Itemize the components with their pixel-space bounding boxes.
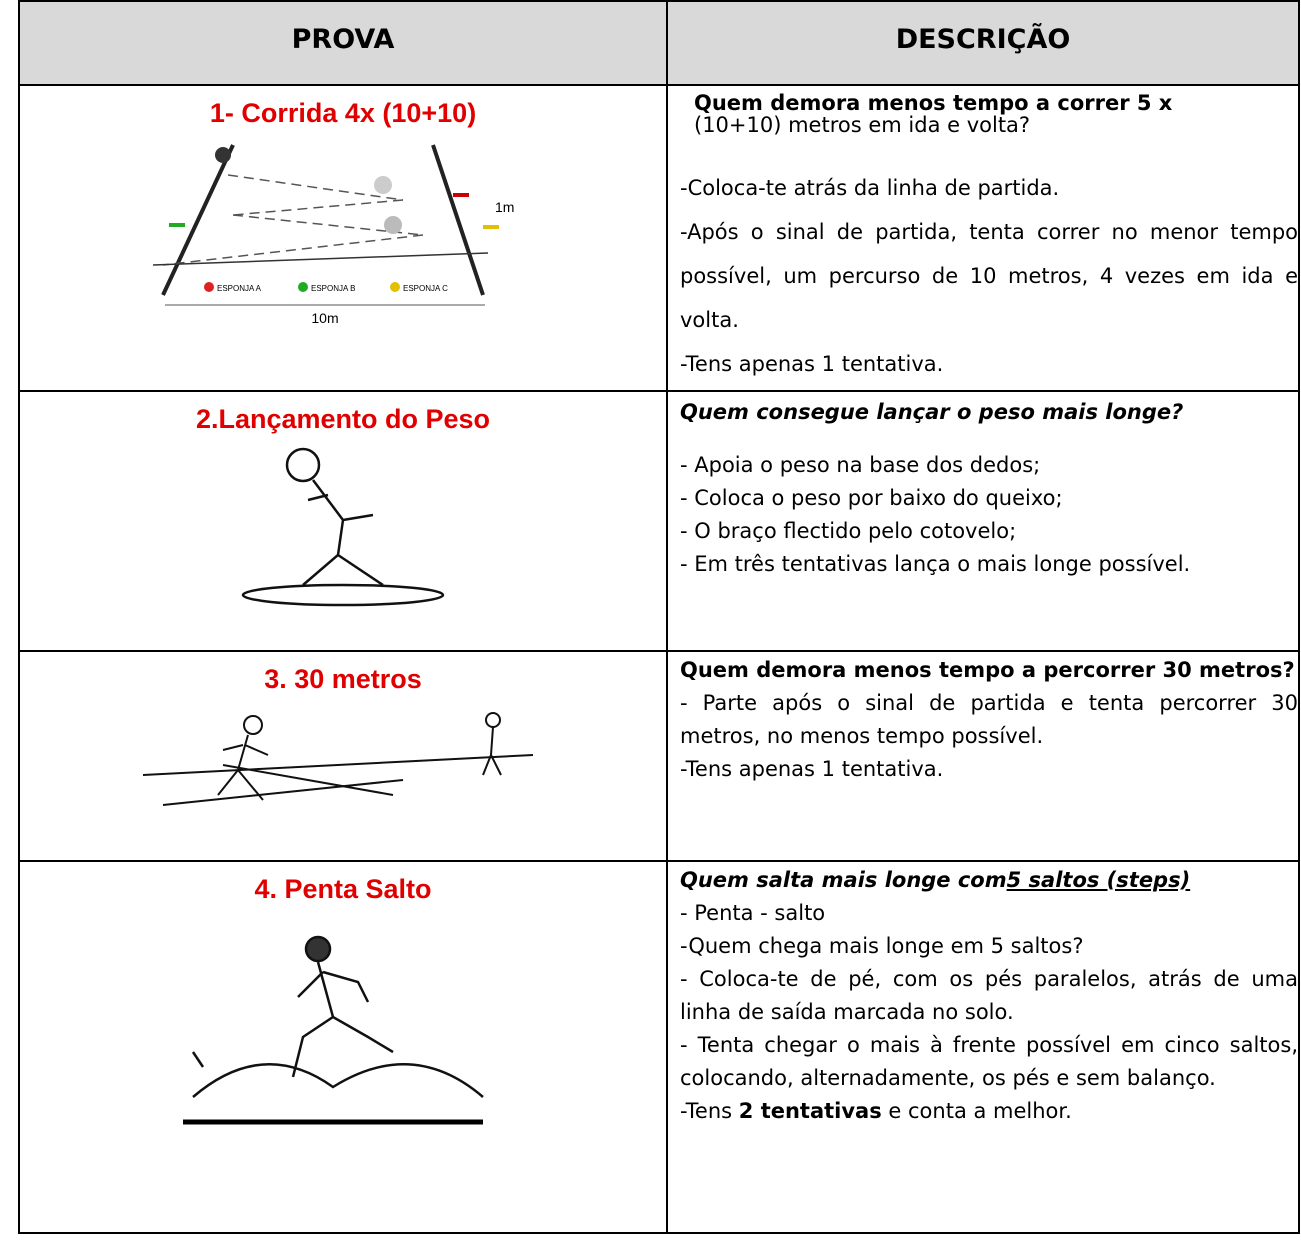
figure-label: ESPONJA C [403,284,448,293]
instruction: -Tens apenas 1 tentativa. [680,352,944,376]
instruction: -Quem chega mais longe em 5 saltos? [680,934,1084,958]
description-cell: Quem consegue lançar o peso mais longe? … [666,390,1300,652]
events-table: PROVA DESCRIÇÃO 1- Corrida 4x (10+10) 1m… [18,0,1300,1234]
instruction: -Coloca-te atrás da linha de partida. [680,176,1060,200]
instruction: - Em três tentativas lança o mais longe … [680,552,1191,576]
event-title: 4. Penta Salto [254,874,432,904]
question-text: Quem demora menos tempo a correr 5 x [694,91,1173,115]
description-cell: Quem demora menos tempo a percorrer 30 m… [666,650,1300,862]
shot-put-figure [241,447,445,607]
figure-label: 10m [311,310,338,326]
instruction-text: 2 tentativas [738,1099,882,1123]
instruction: -Após o sinal de partida, tenta correr n… [680,220,1298,332]
penta-jump-figure [183,935,484,1125]
event-title: 1- Corrida 4x (10+10) [209,98,477,128]
row: 3. 30 metros Quem demora menos tempo a p… [18,650,1300,862]
event-cell: 4. Penta Salto [18,860,668,1234]
instruction: - Penta - salto [680,901,826,925]
instruction: - Parte após o sinal de partida e tenta … [680,691,1298,748]
row: 4. Penta Salto Quem salta mais longe com… [18,860,1300,1234]
sprint-figure [142,712,534,806]
event-cell: 2.Lançamento do Peso [18,390,668,652]
description-cell: Quem demora menos tempo a correr 5 x (10+… [666,84,1300,392]
instruction: - Coloca-te de pé, com os pés paralelos,… [680,967,1298,1024]
instruction: - Apoia o peso na base dos dedos; [680,453,1041,477]
track-figure: 1m ESPONJA A ESPONJA B ESPONJA C 10m [152,144,514,326]
figure-label: ESPONJA B [311,284,355,293]
question: Quem consegue lançar o peso mais longe? [680,400,1184,424]
header-cell: DESCRIÇÃO [666,0,1300,86]
event-cell: 1- Corrida 4x (10+10) 1m ESPONJA A ESPON… [18,84,668,392]
row: 1- Corrida 4x (10+10) 1m ESPONJA A ESPON… [18,84,1300,392]
figure-label: 1m [495,199,514,215]
question: Quem salta mais longe com5 saltos (steps… [680,864,1298,897]
figure-label: ESPONJA A [217,284,262,293]
instruction: -Tens apenas 1 tentativa. [680,757,944,781]
header-row: PROVA DESCRIÇÃO [18,0,1300,86]
instruction-text: -Tens [680,1099,739,1123]
question-text: (10+10) metros em ida e volta? [694,113,1031,137]
event-title: 2.Lançamento do Peso [195,404,491,434]
instruction-text: e conta a melhor. [881,1099,1072,1123]
event-cell: 3. 30 metros [18,650,668,862]
question: Quem demora menos tempo a percorrer 30 m… [680,658,1295,682]
instruction: - Coloca o peso por baixo do queixo; [680,486,1063,510]
instruction: -Tens 2 tentativas e conta a melhor. [680,1095,1298,1128]
question-text: 5 saltos (steps) [1006,868,1191,892]
instruction: - Tenta chegar o mais à frente possível … [680,1033,1298,1090]
question-text: Quem salta mais longe com [680,868,1007,892]
instruction: - O braço flectido pelo cotovelo; [680,519,1017,543]
header-cell: PROVA [18,0,668,86]
question: Quem demora menos tempo a correr 5 x (10+… [694,92,1298,136]
description-cell: Quem salta mais longe com5 saltos (steps… [666,860,1300,1234]
event-title: 3. 30 metros [264,664,422,694]
row: 2.Lançamento do Peso Quem consegue lança… [18,390,1300,652]
